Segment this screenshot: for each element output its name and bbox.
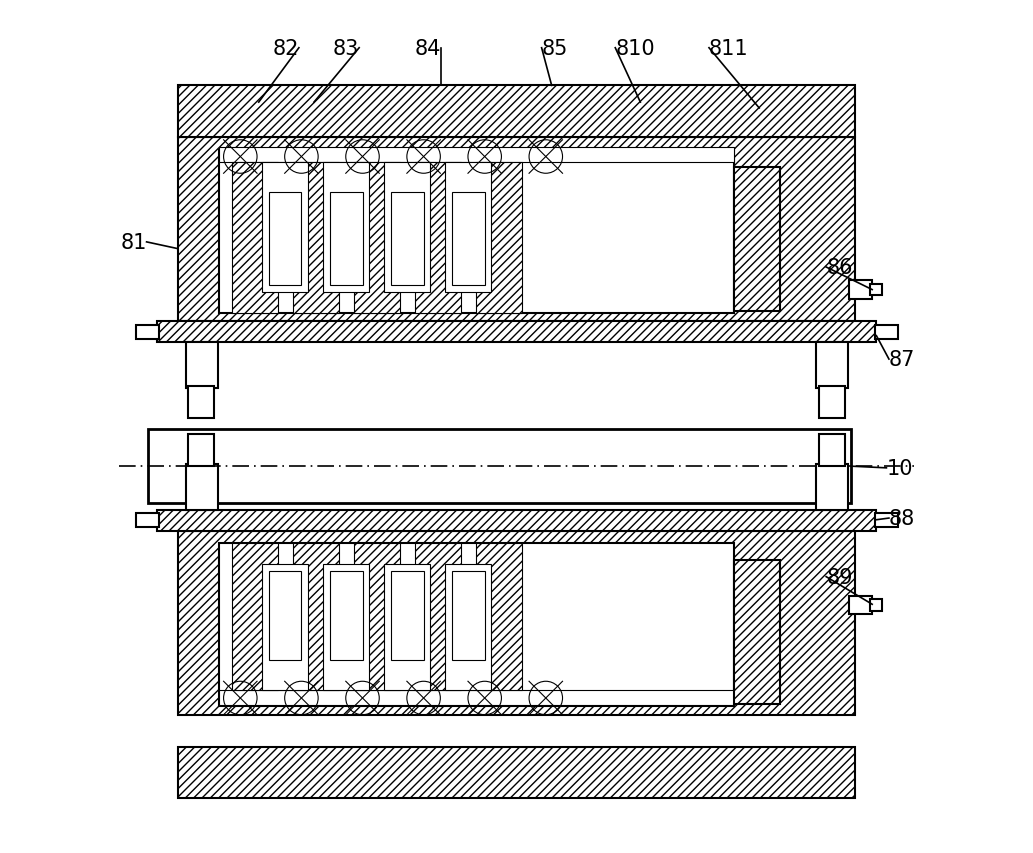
Bar xyxy=(870,284,882,296)
Bar xyxy=(269,193,302,286)
Bar xyxy=(219,151,734,314)
Bar xyxy=(452,572,484,660)
Bar xyxy=(476,163,523,314)
Bar xyxy=(293,163,339,314)
Bar xyxy=(452,193,484,286)
Bar xyxy=(875,325,898,339)
Text: 89: 89 xyxy=(826,567,852,587)
Text: 81: 81 xyxy=(120,233,147,252)
Text: 84: 84 xyxy=(415,38,441,59)
Bar xyxy=(186,343,218,389)
Bar xyxy=(219,148,734,163)
Bar xyxy=(390,193,424,286)
Bar xyxy=(135,325,159,339)
Text: 85: 85 xyxy=(541,38,568,59)
Bar xyxy=(188,435,214,467)
Bar xyxy=(293,543,339,690)
Bar xyxy=(734,560,780,704)
Bar xyxy=(219,690,734,705)
Bar xyxy=(816,464,848,510)
Bar xyxy=(178,746,855,798)
Text: 86: 86 xyxy=(826,258,852,278)
Bar xyxy=(232,543,278,690)
Bar xyxy=(870,600,882,612)
Bar xyxy=(849,281,872,299)
Bar xyxy=(819,435,845,467)
Bar xyxy=(157,510,876,531)
Bar xyxy=(330,193,363,286)
Bar xyxy=(734,167,780,311)
Bar xyxy=(384,163,431,293)
Bar xyxy=(186,464,218,510)
Bar xyxy=(188,386,214,418)
Bar xyxy=(262,163,308,293)
Bar xyxy=(149,430,851,503)
Bar xyxy=(354,163,400,314)
Bar xyxy=(262,565,308,690)
Text: 810: 810 xyxy=(616,38,655,59)
Bar xyxy=(178,86,855,138)
Bar xyxy=(445,163,492,293)
Text: 83: 83 xyxy=(333,38,359,59)
Bar xyxy=(330,572,363,660)
Text: 87: 87 xyxy=(889,350,915,369)
Bar xyxy=(178,531,855,715)
Text: 82: 82 xyxy=(273,38,299,59)
Bar xyxy=(330,193,363,286)
Text: 811: 811 xyxy=(709,38,749,59)
Bar xyxy=(415,543,462,690)
Text: 10: 10 xyxy=(886,458,913,479)
Bar xyxy=(849,596,872,614)
Bar xyxy=(415,163,462,314)
Bar xyxy=(269,193,302,286)
Bar xyxy=(135,514,159,528)
Bar xyxy=(323,163,369,293)
Bar xyxy=(819,386,845,418)
Bar xyxy=(384,565,431,690)
Bar xyxy=(816,343,848,389)
Bar xyxy=(875,514,898,528)
Bar xyxy=(390,193,424,286)
Bar xyxy=(232,163,278,314)
Bar xyxy=(157,322,876,343)
Bar xyxy=(323,565,369,690)
Bar xyxy=(452,193,484,286)
Bar xyxy=(445,565,492,690)
Bar xyxy=(390,572,424,660)
Bar xyxy=(219,543,734,706)
Bar xyxy=(269,572,302,660)
Bar xyxy=(354,543,400,690)
Bar xyxy=(476,543,523,690)
Text: 88: 88 xyxy=(889,508,915,529)
Bar xyxy=(178,138,855,322)
